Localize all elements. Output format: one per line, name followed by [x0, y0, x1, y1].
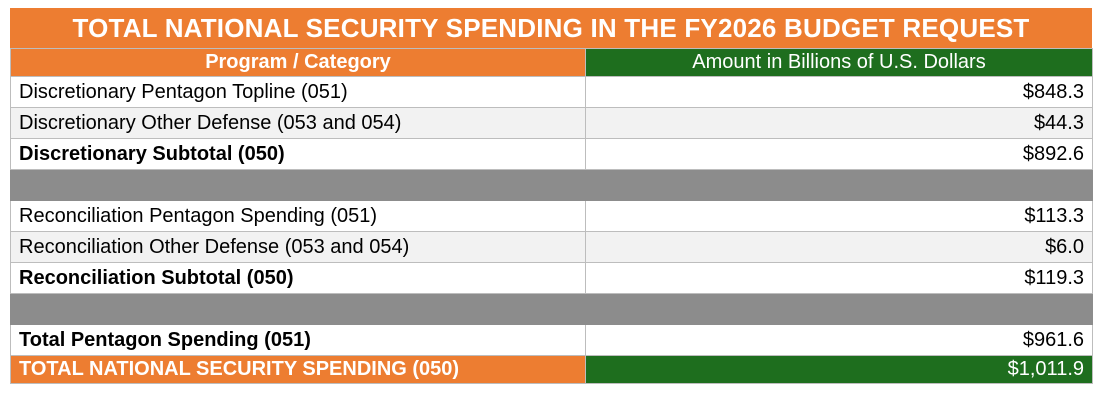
separator-cell [585, 293, 1093, 325]
separator-row [10, 169, 1093, 201]
table-row: Discretionary Other Defense (053 and 054… [10, 107, 1093, 139]
subtotal-row: Discretionary Subtotal (050) $892.6 [10, 138, 1093, 170]
budget-table: Program / Category Amount in Billions of… [10, 48, 1093, 384]
header-category: Program / Category [10, 48, 586, 77]
separator-cell [10, 293, 586, 325]
row-label: Discretionary Pentagon Topline (051) [10, 76, 586, 108]
separator-row [10, 293, 1093, 325]
row-label: Reconciliation Subtotal (050) [10, 262, 586, 294]
row-label: Discretionary Other Defense (053 and 054… [10, 107, 586, 139]
row-label: Total Pentagon Spending (051) [10, 324, 586, 356]
row-label: Discretionary Subtotal (050) [10, 138, 586, 170]
separator-cell [10, 169, 586, 201]
row-amount: $6.0 [585, 231, 1093, 263]
row-label: Reconciliation Pentagon Spending (051) [10, 200, 586, 232]
header-amount: Amount in Billions of U.S. Dollars [585, 48, 1093, 77]
header-row: Program / Category Amount in Billions of… [10, 48, 1093, 77]
separator-cell [585, 169, 1093, 201]
budget-table-container: TOTAL NATIONAL SECURITY SPENDING IN THE … [10, 8, 1093, 384]
row-amount: $961.6 [585, 324, 1093, 356]
subtotal-row: Reconciliation Subtotal (050) $119.3 [10, 262, 1093, 294]
row-label: Reconciliation Other Defense (053 and 05… [10, 231, 586, 263]
row-amount: $119.3 [585, 262, 1093, 294]
row-amount: $848.3 [585, 76, 1093, 108]
grand-total-row: TOTAL NATIONAL SECURITY SPENDING (050) $… [10, 355, 1093, 384]
table-row: Reconciliation Pentagon Spending (051) $… [10, 200, 1093, 232]
table-row: Reconciliation Other Defense (053 and 05… [10, 231, 1093, 263]
table-row: Discretionary Pentagon Topline (051) $84… [10, 76, 1093, 108]
row-amount: $892.6 [585, 138, 1093, 170]
total-row: Total Pentagon Spending (051) $961.6 [10, 324, 1093, 356]
row-amount: $113.3 [585, 200, 1093, 232]
table-title: TOTAL NATIONAL SECURITY SPENDING IN THE … [10, 8, 1092, 48]
row-amount: $44.3 [585, 107, 1093, 139]
grand-total-label: TOTAL NATIONAL SECURITY SPENDING (050) [10, 355, 586, 384]
grand-total-amount: $1,011.9 [585, 355, 1093, 384]
